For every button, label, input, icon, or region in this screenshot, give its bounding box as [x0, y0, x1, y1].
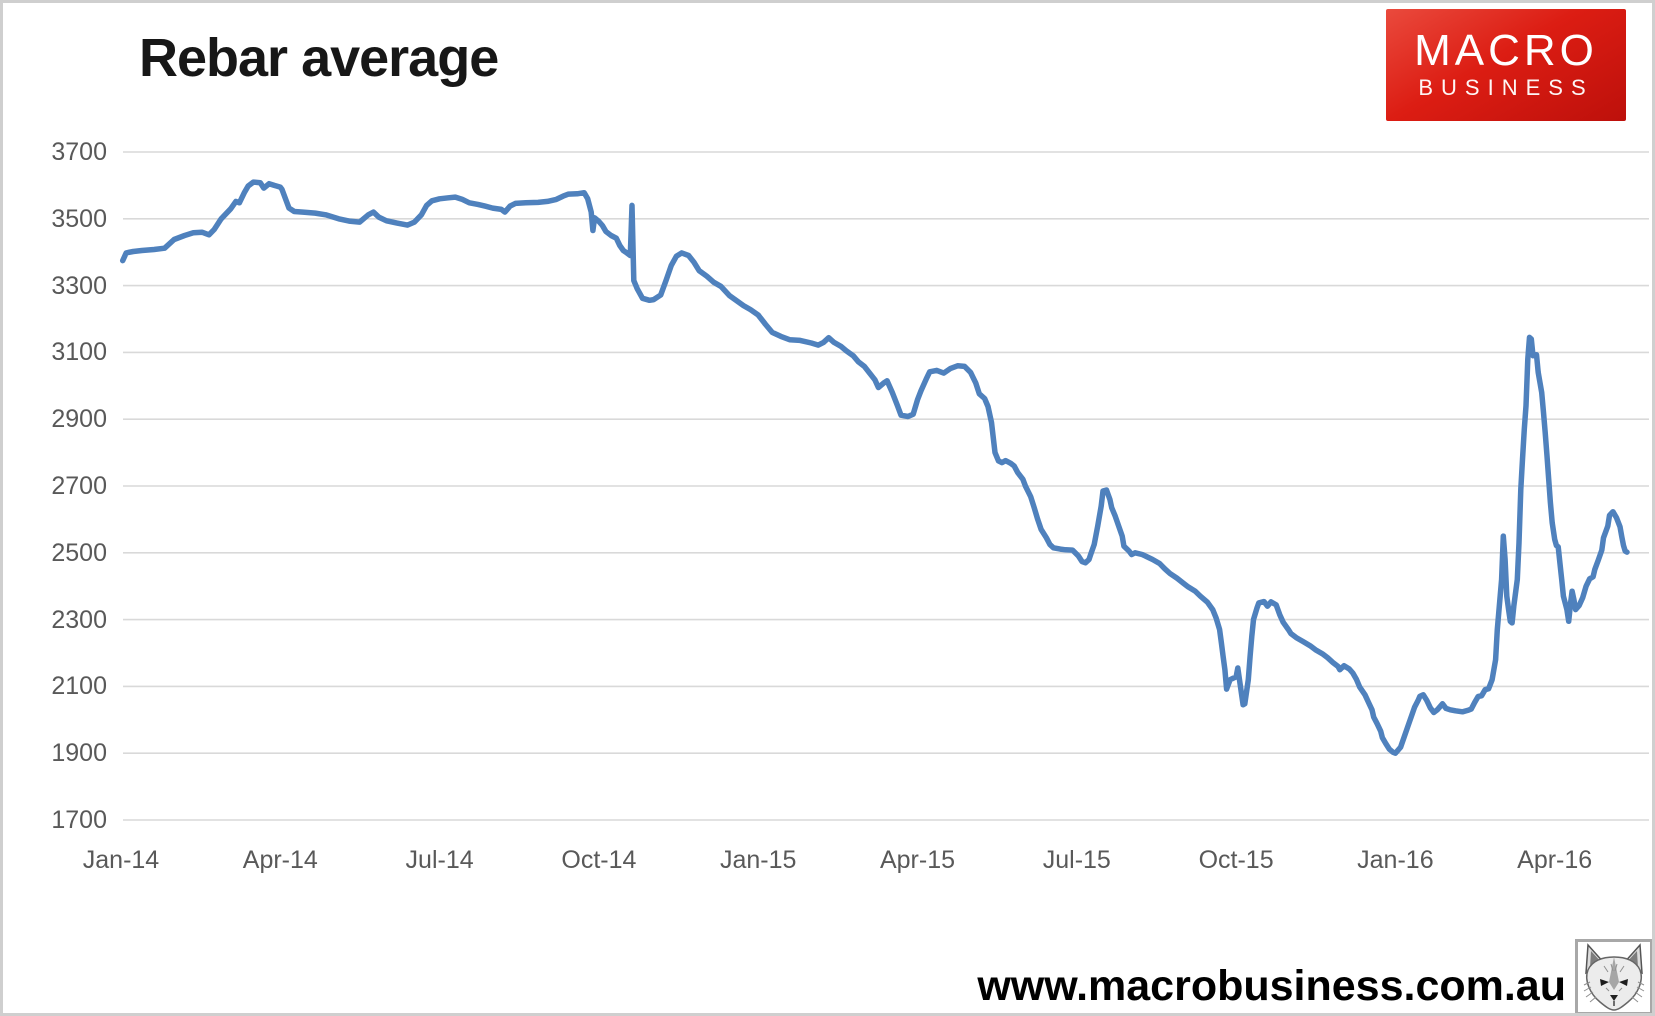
chart-title: Rebar average: [139, 28, 499, 88]
y-axis-tick-label: 3300: [51, 271, 107, 300]
x-axis-tick-label: Jul-14: [405, 846, 474, 874]
fox-logo-icon: [1575, 939, 1652, 1013]
x-axis-tick-label: Jul-15: [1042, 846, 1111, 874]
y-axis-tick-label: 2900: [51, 405, 107, 434]
y-axis-tick-label: 2700: [51, 472, 107, 500]
macrobusiness-logo: MACRO BUSINESS: [1386, 9, 1626, 121]
y-axis-tick-label: 2500: [51, 538, 107, 567]
x-axis-tick-label: Apr-14: [242, 846, 318, 874]
y-axis-tick-label: 2100: [51, 672, 107, 701]
x-axis-tick-label: Jan-15: [719, 846, 797, 874]
website-url: www.macrobusiness.com.au: [977, 962, 1566, 1010]
y-axis-tick-label: 2300: [51, 605, 107, 634]
line-chart-plot: [119, 151, 1649, 821]
logo-text-business: BUSINESS: [1418, 75, 1594, 100]
y-axis-tick-label: 1700: [51, 806, 107, 834]
x-axis-tick-label: Oct-15: [1198, 846, 1274, 874]
logo-text-macro: MACRO: [1414, 26, 1598, 75]
y-axis-tick-label: 3500: [51, 204, 107, 233]
x-axis-tick-label: Oct-14: [561, 846, 637, 874]
x-axis-tick-label: Apr-16: [1517, 846, 1593, 874]
y-axis-tick-label: 3700: [51, 138, 107, 166]
x-axis-tick-label: Jan-16: [1357, 846, 1434, 874]
x-axis-tick-label: Jan-14: [82, 846, 160, 874]
y-axis-tick-label: 3100: [51, 338, 107, 367]
y-axis-tick-label: 1900: [51, 739, 107, 768]
rebar-price-line: [119, 179, 1630, 756]
x-axis-tick-label: Apr-15: [879, 846, 956, 874]
